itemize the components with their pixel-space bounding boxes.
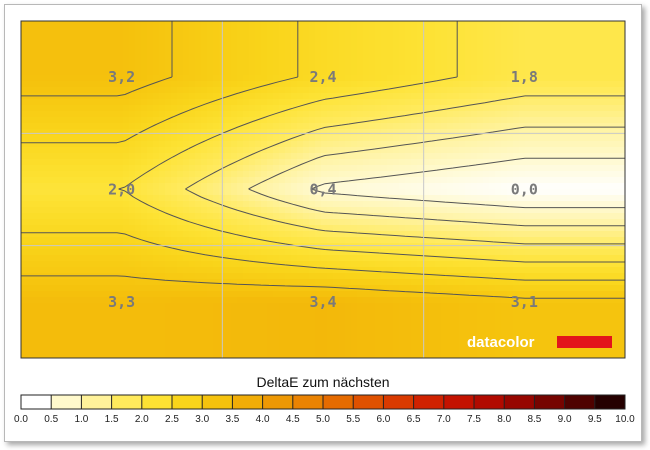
scale-tick-label: 4.5 bbox=[286, 414, 300, 425]
scale-swatch bbox=[111, 395, 143, 409]
scale-swatch bbox=[232, 395, 263, 409]
scale-swatch bbox=[172, 395, 203, 409]
colorbar-title: DeltaE zum nächsten bbox=[256, 374, 389, 390]
scale-swatch bbox=[202, 395, 233, 409]
scale-tick-label: 8.0 bbox=[497, 414, 511, 425]
scale-swatch bbox=[141, 395, 173, 409]
scale-swatch bbox=[413, 395, 445, 409]
scale-tick-label: 2.5 bbox=[165, 414, 179, 425]
grid-lines bbox=[21, 21, 625, 358]
scale-swatch bbox=[51, 395, 82, 409]
scale-tick-label: 4.0 bbox=[256, 414, 270, 425]
scale-tick-label: 2.0 bbox=[135, 414, 149, 425]
contour-lines bbox=[21, 21, 625, 299]
scale-tick-label: 0.0 bbox=[14, 414, 28, 425]
scale-tick-label: 6.5 bbox=[407, 414, 421, 425]
cell-labels: 3,2 2,4 1,8 2,0 0,4 0,0 3,3 3,4 3,1 bbox=[108, 68, 538, 311]
scale-tick-label: 3.0 bbox=[195, 414, 209, 425]
chart-frame: 3,2 2,4 1,8 2,0 0,4 0,0 3,3 3,4 3,1 datacolor De… bbox=[4, 4, 642, 442]
scale-tick-label: 7.0 bbox=[437, 414, 451, 425]
color-scale: 0.0 0.5 1.0 1.5 2.0 2.5 3.0 3.5 4.0 4.5 5.0 5.5 6.0 6… bbox=[14, 394, 635, 425]
cell-label: 2,0 bbox=[108, 181, 135, 199]
cell-label: 0,4 bbox=[309, 181, 336, 199]
scale-swatch bbox=[534, 395, 565, 409]
cell-label: 2,4 bbox=[309, 68, 336, 86]
contour-line bbox=[21, 21, 625, 299]
cell-label: 3,2 bbox=[108, 68, 135, 86]
contour-line bbox=[185, 95, 625, 245]
heatmap-chart: 3,2 2,4 1,8 2,0 0,4 0,0 3,3 3,4 3,1 datacolor De… bbox=[14, 20, 635, 425]
scale-tick-label: 10.0 bbox=[615, 414, 635, 425]
plot-border bbox=[20, 20, 626, 359]
scale-tick-label: 0.5 bbox=[44, 414, 58, 425]
cell-label: 3,4 bbox=[309, 293, 336, 311]
scale-tick-label: 9.0 bbox=[558, 414, 572, 425]
scale-swatch bbox=[594, 395, 626, 409]
scale-swatch bbox=[383, 395, 414, 409]
scale-swatch bbox=[262, 395, 294, 409]
scale-tick-label: 9.5 bbox=[588, 414, 602, 425]
datacolor-logo: datacolor bbox=[467, 334, 612, 351]
cell-label: 0,0 bbox=[511, 181, 538, 199]
scale-tick-label: 1.0 bbox=[74, 414, 88, 425]
scale-tick-label: 6.0 bbox=[376, 414, 390, 425]
scale-swatch bbox=[21, 395, 52, 409]
cell-label: 3,1 bbox=[511, 293, 538, 311]
logo-text: datacolor bbox=[467, 334, 535, 351]
cell-label: 1,8 bbox=[511, 68, 538, 86]
cell-label: 3,3 bbox=[108, 293, 135, 311]
contour-line bbox=[118, 21, 625, 263]
contour-line bbox=[311, 157, 625, 209]
scale-swatch bbox=[504, 395, 535, 409]
scale-swatch bbox=[564, 395, 596, 409]
logo-bar bbox=[557, 336, 612, 348]
scale-swatch bbox=[474, 395, 505, 409]
scale-tick-label: 5.5 bbox=[346, 414, 360, 425]
scale-swatch bbox=[81, 395, 112, 409]
scale-swatch bbox=[292, 395, 324, 409]
scale-tick-label: 3.5 bbox=[225, 414, 239, 425]
scale-tick-label: 1.5 bbox=[105, 414, 119, 425]
scale-tick-label: 8.5 bbox=[527, 414, 541, 425]
scale-swatch bbox=[443, 395, 475, 409]
scale-swatch bbox=[353, 395, 384, 409]
scale-tick-label: 7.5 bbox=[467, 414, 481, 425]
scale-tick-label: 5.0 bbox=[316, 414, 330, 425]
contour-line bbox=[21, 21, 625, 281]
scale-swatch bbox=[323, 395, 354, 409]
contour-line bbox=[248, 126, 625, 227]
